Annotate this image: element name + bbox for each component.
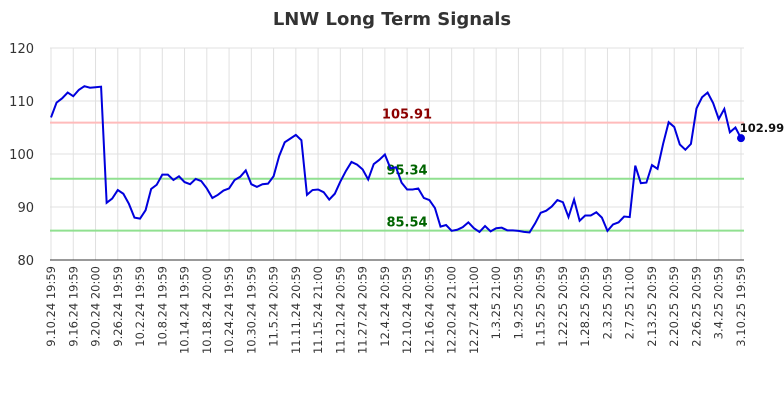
x-tick-label: 3.4.25 20:59 [712,266,726,339]
x-tick-label: 12.16.24 20:59 [422,266,436,354]
x-tick-label: 11.5.24 20:59 [267,266,281,347]
y-tick-label: 110 [9,95,34,110]
x-tick-label: 12.4.24 20:59 [378,266,392,347]
x-tick-label: 2.26.25 20:59 [689,266,703,347]
x-tick-label: 1.28.25 20:59 [578,266,592,347]
x-tick-label: 10.14.24 19:59 [178,266,192,354]
x-tick-label: 1.15.25 20:59 [534,266,548,347]
x-tick-label: 9.10.24 19:59 [44,266,58,347]
x-tick-label: 12.10.24 20:59 [400,266,414,354]
y-tick-label: 100 [9,148,34,163]
x-tick-label: 10.2.24 19:59 [133,266,147,347]
signal-label: 85.54 [386,216,427,231]
x-tick-label: 9.20.24 20:00 [89,266,103,347]
x-tick-label: 12.20.24 21:00 [445,266,459,354]
x-tick-label: 2.7.25 21:00 [623,266,637,339]
x-tick-label: 10.24.24 19:59 [222,266,236,354]
last-point-marker [737,134,745,143]
y-tick-label: 120 [9,42,34,57]
x-tick-label: 9.16.24 19:59 [66,266,80,347]
x-tick-label: 10.18.24 20:00 [200,266,214,354]
axes: 80 90 100 110 120 9.10.24 19:59 9.16.24 19:59 9… [9,42,748,354]
last-value-label: 102.99 [740,121,784,135]
x-tick-label: 1.9.25 20:59 [511,266,525,339]
price-line [50,85,742,234]
x-tick-label: 11.21.24 20:59 [333,266,347,354]
x-tick-label: 10.8.24 19:59 [155,266,169,347]
signal-label: 95.34 [386,164,427,179]
x-tick-label: 11.11.24 20:59 [289,266,303,354]
x-tick-label: 9.26.24 19:59 [111,266,125,347]
x-tick-label: 12.27.24 21:00 [467,266,481,354]
x-tick-label: 10.30.24 19:59 [244,266,258,354]
x-tick-label: 3.10.25 19:59 [734,266,748,347]
x-tick-label: 1.3.25 21:00 [489,266,503,339]
x-tick-label: 11.27.24 20:59 [356,266,370,354]
y-tick-label: 80 [17,254,34,269]
grid [50,47,744,261]
chart-title: LNW Long Term Signals [273,9,511,30]
signal-label: 105.91 [382,108,432,123]
x-tick-label: 1.22.25 20:59 [556,266,570,347]
x-tick-label: 11.15.24 21:00 [311,266,325,354]
series: 102.99 [50,85,784,234]
x-tick-label: 2.3.25 20:59 [600,266,614,339]
x-tick-label: 2.20.25 20:59 [667,266,681,347]
x-tick-label: 2.13.25 20:59 [645,266,659,347]
y-tick-label: 90 [17,201,34,216]
